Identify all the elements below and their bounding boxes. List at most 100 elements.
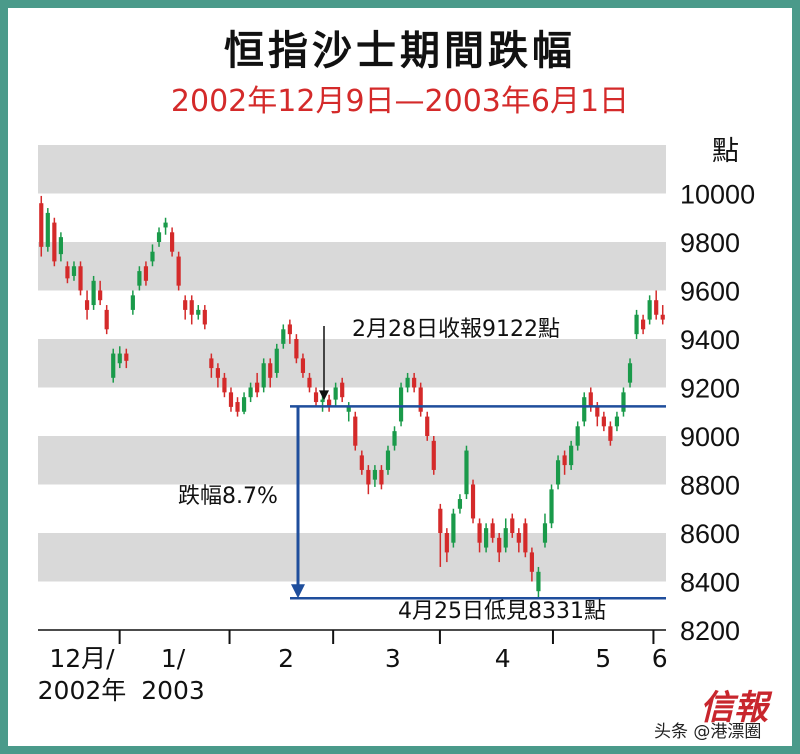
y-tick-label: 9400	[680, 325, 740, 355]
candle-body	[654, 300, 659, 315]
candle-body	[412, 377, 417, 388]
candle-body	[503, 528, 508, 548]
y-tick-label: 9600	[680, 277, 740, 307]
drop-arrow-head	[291, 584, 305, 599]
candle-body	[516, 533, 521, 543]
candle-body	[58, 237, 63, 255]
y-tick-label: 8200	[680, 616, 740, 646]
candle-body	[222, 377, 227, 393]
candle-body	[281, 329, 286, 344]
candle-body	[425, 416, 430, 436]
annotation-apr25-low: 4月25日低見8331點	[398, 599, 606, 624]
candle-body	[601, 416, 606, 427]
grid-band	[38, 242, 666, 291]
candle-body	[418, 387, 423, 412]
candles	[39, 195, 665, 599]
candle-body	[477, 523, 482, 543]
candle-body	[523, 523, 528, 553]
month-separators	[118, 630, 655, 644]
candle-body	[170, 232, 175, 252]
candle-body	[647, 300, 652, 320]
y-tick-labels: 8200 8400 8600 8800 9000 9200 9400 9600 9800 1000…	[680, 180, 755, 647]
candle-body	[156, 232, 162, 242]
candle-body	[91, 280, 96, 306]
candle-body	[621, 392, 626, 412]
chart-subtitle: 2002年12月9日—2003年6月1日	[170, 84, 630, 119]
candle-body	[228, 392, 234, 407]
candle-body	[45, 212, 50, 247]
annotation-drop-percent: 跌幅8.7%	[178, 484, 278, 509]
x-tick-label: 2	[278, 644, 294, 673]
candle-body	[137, 271, 142, 286]
y-axis-unit: 點	[712, 136, 739, 167]
candle-body	[444, 533, 449, 553]
candle-body	[353, 416, 358, 446]
candle-body	[340, 382, 345, 398]
x-tick-label: 12月/	[49, 644, 115, 673]
candle-body	[359, 455, 364, 470]
candle-body	[398, 387, 404, 422]
y-tick-label: 8400	[680, 568, 740, 598]
candle-body	[255, 382, 260, 393]
candle-body	[372, 469, 377, 480]
x-tick-label: 5	[595, 644, 611, 673]
x-tick-label: 4	[495, 644, 511, 673]
candle-body	[464, 450, 469, 495]
candle-body	[65, 266, 70, 279]
candle-body	[333, 387, 338, 400]
grid-band	[38, 436, 666, 485]
candle-body	[608, 426, 613, 441]
candle-body	[510, 518, 515, 533]
candle-body	[327, 399, 332, 407]
x-tick-label-year: 2002年	[38, 676, 127, 705]
y-tick-label: 10000	[680, 180, 755, 210]
candle-body	[641, 319, 646, 330]
candle-body	[98, 290, 103, 301]
candle-body	[215, 368, 220, 378]
candle-body	[235, 402, 240, 412]
candle-body	[300, 358, 306, 373]
candle-body	[385, 450, 391, 470]
candle-body	[241, 397, 247, 412]
x-tick-label: 1/	[161, 644, 186, 673]
candle-body	[431, 440, 436, 470]
candle-body	[470, 484, 476, 519]
reference-lines	[290, 326, 666, 600]
candle-body	[575, 426, 580, 446]
candle-body	[313, 392, 319, 403]
candle-body	[582, 397, 587, 422]
x-tick-labels: 12月/2002年 1/2003 2 3 4 5 6	[38, 644, 668, 705]
candle-body	[451, 513, 456, 543]
candle-body	[627, 363, 633, 383]
candle-body	[588, 392, 593, 407]
y-tick-label: 8800	[680, 471, 740, 501]
candle-body	[379, 469, 384, 485]
grid-bands	[38, 145, 666, 631]
candle-body	[189, 300, 194, 315]
grid-band	[38, 533, 666, 582]
candle-body	[529, 552, 534, 572]
y-tick-label: 9200	[680, 374, 740, 404]
candle-body	[196, 309, 201, 315]
candle-body	[202, 309, 207, 325]
candle-body	[117, 353, 122, 364]
candle-body	[183, 300, 188, 310]
candle-body	[209, 358, 214, 369]
grid-band	[38, 145, 666, 194]
candle-body	[562, 455, 567, 466]
candle-body	[497, 537, 502, 553]
candle-body	[536, 571, 541, 592]
candle-body	[392, 431, 397, 446]
grid-band	[38, 339, 666, 388]
candle-body	[248, 387, 253, 398]
x-tick-label: 6	[652, 644, 668, 673]
candle-body	[569, 445, 574, 466]
candle-body	[287, 324, 292, 335]
candle-body	[549, 489, 554, 524]
candle-body	[84, 300, 90, 310]
candle-body	[39, 203, 44, 247]
candle-body	[595, 406, 600, 417]
candle-body	[320, 399, 325, 403]
chart-title: 恒指沙士期間跌幅	[224, 28, 576, 74]
candle-body	[111, 353, 116, 378]
